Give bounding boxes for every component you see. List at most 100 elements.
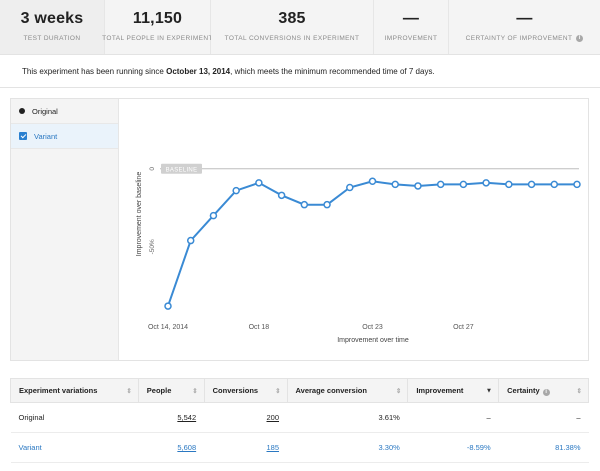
stat-value: —	[402, 10, 420, 27]
stat-label: TOTAL CONVERSIONS IN EXPERIMENT	[224, 35, 360, 42]
notice-suffix: , which meets the minimum recommended ti…	[230, 67, 435, 76]
info-icon[interactable]: i	[542, 388, 550, 396]
cell-certainty: 81.38%	[498, 432, 589, 463]
y-axis-label: Improvement over baseline	[136, 172, 143, 257]
stat-value: 3 weeks	[20, 10, 84, 27]
stat-total-conversions: 385 TOTAL CONVERSIONS IN EXPERIMENT	[211, 0, 374, 54]
legend-item-variant[interactable]: Variant	[11, 124, 118, 149]
cell-variation-name: Original	[10, 402, 139, 433]
stat-total-people: 11,150 TOTAL PEOPLE IN EXPERIMENT	[102, 0, 213, 54]
conversions-link[interactable]: 200	[266, 413, 280, 422]
stat-value: —	[516, 10, 533, 27]
stat-certainty: — CERTAINTY OF IMPROVEMENT i	[449, 0, 600, 54]
sort-icon[interactable]: ⇕	[576, 387, 582, 395]
legend-label-original: Original	[32, 106, 58, 116]
stat-improvement: — IMPROVEMENT	[374, 0, 449, 54]
column-label: People	[146, 386, 172, 395]
data-point	[391, 180, 399, 189]
stat-test-duration: 3 weeks TEST DURATION	[0, 0, 105, 54]
legend-label-variant: Variant	[34, 131, 58, 141]
stat-value: 11,150	[132, 10, 183, 27]
people-link[interactable]: 5,542	[177, 413, 197, 422]
data-point	[527, 180, 536, 189]
x-tick-label: Oct 18	[249, 324, 270, 331]
column-label: Conversions	[212, 386, 259, 395]
data-point	[255, 179, 263, 187]
results-table-wrap: Experiment variations ⇕ People ⇕ Conversio…	[10, 378, 589, 463]
cell-average-conversion: 3.61%	[287, 402, 408, 433]
cell-conversions[interactable]: 185	[204, 432, 288, 463]
column-label: Average conversion	[295, 386, 367, 395]
stat-label: IMPROVEMENT	[384, 35, 438, 42]
data-point	[164, 302, 172, 310]
column-header-people[interactable]: People ⇕	[137, 378, 205, 403]
data-point	[459, 180, 468, 189]
baseline-badge	[161, 163, 202, 174]
experiment-notice: This experiment has been running since O…	[0, 55, 600, 88]
x-tick-label: Oct 14, 2014	[148, 324, 188, 331]
summary-stats: 3 weeks TEST DURATION 11,150 TOTAL PEOPL…	[0, 0, 600, 55]
data-point	[186, 236, 195, 245]
data-point	[323, 200, 331, 209]
data-point	[346, 183, 354, 192]
dot-icon	[19, 108, 25, 114]
data-point	[573, 180, 581, 189]
column-header-certainty[interactable]: Certainty i ⇕	[498, 378, 589, 403]
data-point	[209, 211, 218, 220]
data-point	[232, 186, 240, 195]
sort-icon[interactable]: ⇕	[192, 387, 198, 395]
notice-prefix: This experiment has been running since	[22, 67, 167, 76]
people-link[interactable]: 5,608	[177, 443, 197, 452]
results-table: Experiment variations ⇕ People ⇕ Conversio…	[10, 378, 589, 463]
stat-value: 385	[278, 10, 306, 27]
data-point	[505, 180, 513, 189]
data-point	[414, 182, 422, 190]
x-tick-label: Oct 27	[453, 324, 474, 331]
table-row-variant: Variant 5,608 185 3.30% -8.59% 81.38%	[10, 432, 589, 463]
stat-label: TOTAL PEOPLE IN EXPERIMENT	[102, 35, 213, 42]
data-point	[300, 200, 309, 209]
stat-label-text: CERTAINTY OF IMPROVEMENT	[465, 35, 573, 42]
cell-average-conversion: 3.30%	[287, 432, 408, 463]
data-point	[277, 191, 286, 200]
chart-legend: Original Variant	[11, 99, 119, 360]
sort-icon[interactable]: ⇕	[126, 387, 132, 395]
y-tick-label: 0	[149, 167, 156, 171]
series-line-variant	[167, 180, 577, 307]
column-label: Improvement	[416, 386, 464, 395]
sort-icon[interactable]: ⇕	[395, 387, 402, 395]
sort-icon[interactable]: ⇕	[275, 387, 281, 395]
cell-variation-name[interactable]: Variant	[10, 432, 139, 463]
data-point	[436, 180, 445, 189]
improvement-chart: BASELINE 0 -50% Improvement over baseline Oc…	[136, 163, 581, 344]
data-point	[368, 177, 377, 186]
data-point	[550, 180, 559, 189]
chart-panel: BASELINE 0 -50% Improvement over baseline Oc…	[10, 98, 589, 361]
conversions-link[interactable]: 185	[266, 443, 280, 452]
cell-improvement: –	[407, 402, 499, 433]
column-header-average-conversion[interactable]: Average conversion ⇕	[286, 378, 409, 403]
x-tick-label: Oct 23	[362, 324, 383, 331]
table-row-original: Original 5,542 200 3.61% – –	[10, 402, 589, 433]
column-header-variations[interactable]: Experiment variations ⇕	[10, 378, 139, 403]
sort-descending-icon[interactable]: ▼	[485, 387, 493, 394]
cell-conversions[interactable]: 200	[204, 402, 288, 433]
baseline-label: BASELINE	[166, 167, 198, 173]
cell-improvement: -8.59%	[407, 432, 499, 463]
stat-label: TEST DURATION	[23, 35, 81, 42]
data-point	[482, 179, 490, 187]
column-header-improvement[interactable]: Improvement ▼	[407, 378, 500, 403]
cell-certainty: –	[498, 402, 589, 433]
cell-people[interactable]: 5,542	[138, 402, 205, 433]
column-label: Certainty	[507, 385, 540, 395]
stat-label: CERTAINTY OF IMPROVEMENT i	[466, 35, 584, 42]
y-tick-label: -50%	[149, 239, 156, 254]
checkbox-checked-icon[interactable]	[19, 132, 27, 140]
legend-item-original[interactable]: Original	[11, 99, 118, 124]
x-axis-label: Improvement over time	[337, 337, 409, 344]
info-icon[interactable]: i	[576, 35, 584, 42]
column-label: Experiment variations	[19, 386, 98, 395]
cell-people[interactable]: 5,608	[138, 432, 205, 463]
column-header-conversions[interactable]: Conversions ⇕	[203, 378, 288, 403]
notice-date: October 13, 2014	[166, 67, 231, 76]
